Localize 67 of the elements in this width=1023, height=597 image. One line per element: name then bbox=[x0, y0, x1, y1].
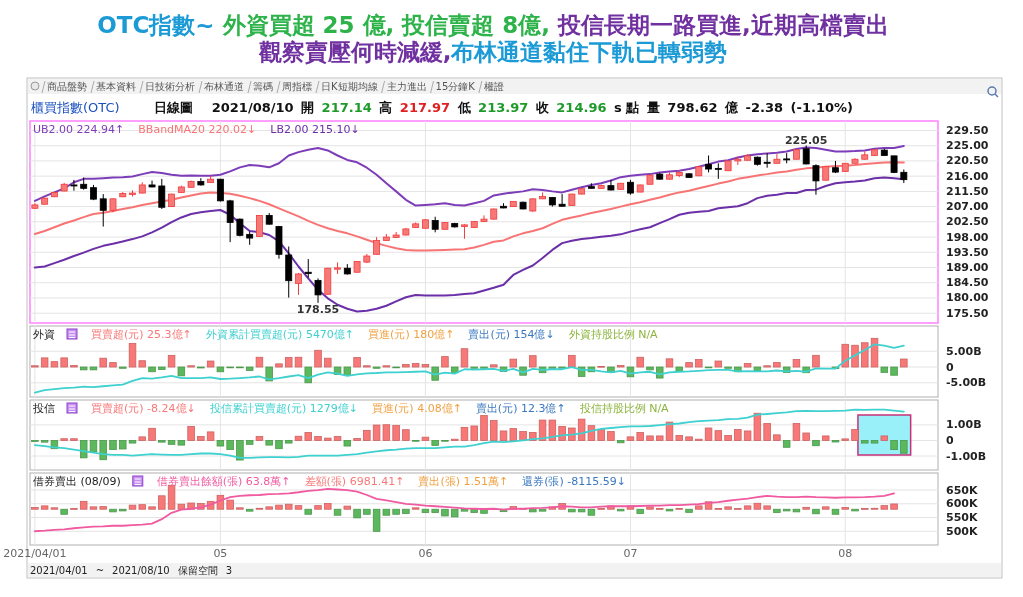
text: 投信累計買賣超(元) 1279億↓ bbox=[208, 401, 359, 415]
annotation: 還券(張) -8115.59↓ bbox=[522, 474, 626, 488]
y-tick-label: 175.50 bbox=[946, 306, 989, 320]
annotation: 賣出(張) 1.51萬↑ bbox=[418, 474, 509, 488]
annotation: 投信持股比例 N/A bbox=[578, 401, 670, 415]
text: 周指標 bbox=[282, 81, 312, 92]
y-tick-label: 600K bbox=[946, 497, 978, 511]
x-tick-label: 2021/04/01 bbox=[3, 547, 67, 560]
text: BBandMA20 220.02↓ bbox=[138, 122, 257, 136]
y-tick-label: 1.00B bbox=[946, 418, 982, 432]
y-tick-label: 198.00 bbox=[946, 230, 989, 244]
text: 主力進出 bbox=[386, 81, 427, 92]
y-tick-label: 207.00 bbox=[946, 200, 989, 214]
annotation: 買進(元) 4.08億↑ bbox=[372, 401, 462, 415]
y-tick-label: 229.50 bbox=[946, 123, 989, 137]
y-tick-label: 216.00 bbox=[946, 169, 989, 183]
text: ~ bbox=[95, 565, 105, 576]
text: 商品盤勢 bbox=[47, 81, 87, 92]
y-tick-label: 211.50 bbox=[946, 184, 989, 198]
y-tick-label: 193.50 bbox=[946, 245, 989, 259]
series-label: 借券賣出餘額(張) 63.8萬↑ bbox=[156, 474, 291, 488]
chart-title: 外資 bbox=[33, 327, 55, 341]
text: LB2.00 215.10↓ bbox=[270, 122, 360, 136]
annotation: 225.05 bbox=[784, 133, 828, 147]
text: 基本資料 bbox=[96, 81, 136, 92]
annotation: 外資持股比例 N/A bbox=[568, 327, 659, 341]
x-tick-label: 08 bbox=[838, 547, 853, 560]
text: 2021/04/01 bbox=[30, 565, 88, 576]
y-tick-label: 189.00 bbox=[946, 261, 989, 275]
series-label: 買賣超(元) -8.24億↓ bbox=[91, 401, 196, 415]
y-tick-label: 184.50 bbox=[946, 276, 989, 290]
series-label: 差額(張) 6981.41↑ bbox=[304, 474, 405, 488]
y-tick-label: 225.00 bbox=[946, 139, 989, 153]
y-tick-label: -1.00B bbox=[946, 449, 987, 463]
y-tick-label: 0 bbox=[946, 433, 954, 447]
y-tick-label: -5.00B bbox=[946, 376, 987, 390]
y-tick-label: 202.50 bbox=[946, 215, 989, 229]
text: UB2.00 224.94↑ bbox=[33, 122, 125, 136]
chart-title: OTC指數~ 外資買超 25 億, 投信賣超 8億, 投信長期一路買進,近期高檔賣出觀察賣壓何時減緩,布林通道黏住下軌已轉弱勢 bbox=[97, 12, 889, 65]
text: 15分鐘K bbox=[435, 81, 476, 92]
y-tick-label: 5.00B bbox=[946, 344, 982, 358]
x-tick-label: 06 bbox=[418, 547, 433, 560]
y-tick-label: 180.00 bbox=[946, 291, 989, 305]
y-tick-label: 0 bbox=[946, 360, 954, 374]
series-label: 買賣超(元) 25.3億↑ bbox=[91, 327, 192, 341]
annotation: 賣出(元) 12.3億↑ bbox=[475, 401, 566, 415]
y-tick-label: 500K bbox=[946, 524, 978, 538]
text: 2021/08/10 bbox=[112, 565, 170, 576]
text: 櫃買指數(OTC) 日線圖 2021/08/10 開 217.14 高 217.97 低 213.97 收 214.96 s 點 量 798.62 億 -2.38 (-1.10%) bbox=[31, 100, 853, 115]
text: 布林通道 bbox=[204, 81, 244, 92]
chart-title: 投信 bbox=[32, 401, 55, 415]
y-tick-label: 650K bbox=[946, 483, 978, 497]
annotation: 買進(元) 180億↑ bbox=[368, 327, 455, 341]
annotation: 178.55 bbox=[296, 302, 340, 316]
text: 日K短期均線 bbox=[321, 81, 378, 92]
y-tick-label: 550K bbox=[946, 511, 978, 525]
text: 權證 bbox=[483, 81, 504, 92]
text: 外資累計買賣超(元) 5470億↑ bbox=[205, 327, 355, 341]
text: 保留空間 bbox=[177, 565, 218, 576]
x-tick-label: 05 bbox=[213, 547, 228, 560]
text: 籌碼 bbox=[253, 81, 273, 92]
chart-title: 借券賣出 (08/09) bbox=[33, 474, 121, 488]
text: 3 bbox=[225, 565, 233, 576]
text: 日技術分析 bbox=[145, 81, 195, 92]
y-tick-label: 220.50 bbox=[946, 154, 989, 168]
x-tick-label: 07 bbox=[623, 547, 638, 560]
annotation: 賣出(元) 154億↓ bbox=[468, 327, 555, 341]
